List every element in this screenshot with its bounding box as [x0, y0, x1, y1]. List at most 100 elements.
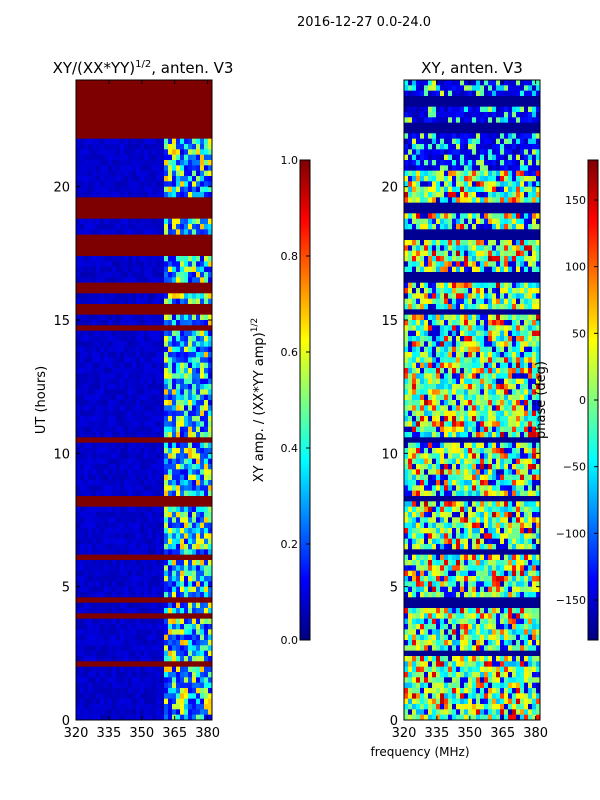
- heat-cell: [172, 533, 177, 540]
- heat-cell: [508, 192, 513, 198]
- heat-cell: [148, 448, 153, 454]
- heat-cell: [144, 384, 149, 390]
- heat-cell: [168, 613, 173, 620]
- heat-cell: [172, 416, 177, 422]
- heat-cell: [140, 346, 145, 353]
- heat-cell: [136, 506, 141, 513]
- heat-cell: [108, 309, 113, 316]
- heat-cell: [444, 106, 449, 113]
- heat-cell: [136, 666, 141, 673]
- heat-cell: [120, 293, 125, 300]
- heat-cell: [116, 517, 121, 524]
- heat-cell: [104, 544, 109, 550]
- heat-cell: [164, 714, 169, 720]
- heat-cell: [88, 592, 93, 598]
- heat-cell: [80, 154, 85, 161]
- heat-cell: [108, 458, 113, 465]
- heat-cell: [464, 80, 469, 86]
- heat-cell: [116, 352, 121, 358]
- heat-cell: [180, 160, 185, 166]
- heat-cell: [184, 688, 189, 694]
- heat-cell: [164, 485, 169, 492]
- heat-cell: [92, 533, 97, 540]
- heat-cell: [84, 688, 89, 694]
- heat-cell: [496, 96, 501, 102]
- heat-cell: [116, 389, 121, 396]
- heat-cell: [160, 101, 165, 108]
- heat-cell: [76, 176, 81, 182]
- heat-cell: [528, 106, 533, 113]
- heat-cell: [416, 96, 421, 102]
- heat-cell: [104, 96, 109, 102]
- heat-cell: [192, 613, 197, 620]
- heat-cell: [80, 149, 85, 156]
- heat-cell: [188, 506, 193, 513]
- heat-cell: [204, 106, 209, 113]
- heat-cell: [196, 101, 201, 108]
- heat-cell: [88, 357, 93, 364]
- heat-cell: [104, 405, 109, 412]
- heat-cell: [140, 213, 145, 220]
- heat-cell: [76, 245, 81, 252]
- heat-cell: [148, 144, 153, 150]
- heat-cell: [152, 576, 157, 582]
- heat-cell: [196, 261, 201, 268]
- heat-cell: [152, 176, 157, 182]
- heat-cell: [120, 282, 125, 289]
- heat-cell: [420, 85, 425, 92]
- heat-cell: [140, 240, 145, 246]
- heat-cell: [164, 357, 169, 364]
- heat-cell: [128, 656, 133, 662]
- heat-cell: [160, 512, 165, 518]
- heat-cell: [420, 213, 425, 220]
- heat-cell: [80, 298, 85, 305]
- heat-cell: [476, 90, 481, 97]
- heat-cell: [96, 234, 101, 241]
- heat-cell: [140, 640, 145, 646]
- heat-cell: [164, 394, 169, 401]
- heat-cell: [80, 613, 85, 620]
- heat-cell: [148, 714, 153, 720]
- heat-cell: [468, 128, 473, 134]
- heat-cell: [156, 469, 161, 476]
- heat-cell: [152, 138, 157, 145]
- heat-cell: [192, 581, 197, 588]
- heat-cell: [208, 608, 212, 614]
- heat-cell: [108, 320, 113, 326]
- heat-cell: [528, 96, 533, 102]
- heat-cell: [172, 352, 177, 358]
- heat-cell: [160, 277, 165, 284]
- heat-cell: [104, 213, 109, 220]
- heat-cell: [172, 186, 177, 193]
- heat-cell: [124, 496, 129, 502]
- heat-cell: [120, 197, 125, 204]
- heat-cell: [200, 357, 205, 364]
- heat-cell: [172, 384, 177, 390]
- heat-cell: [148, 517, 153, 524]
- heat-cell: [116, 512, 121, 518]
- heat-cell: [88, 704, 93, 710]
- heat-cell: [84, 112, 89, 118]
- heat-cell: [184, 672, 189, 678]
- heat-cell: [128, 714, 133, 720]
- heat-cell: [420, 117, 425, 124]
- heat-cell: [168, 160, 173, 166]
- heat-cell: [92, 144, 97, 150]
- heat-cell: [196, 709, 201, 716]
- heat-cell: [124, 197, 129, 204]
- heat-cell: [464, 133, 469, 140]
- heat-cell: [80, 682, 85, 689]
- heat-cell: [96, 122, 101, 129]
- heat-cell: [156, 405, 161, 412]
- heat-cell: [200, 464, 205, 470]
- heat-cell: [456, 122, 461, 129]
- heat-cell: [100, 490, 105, 497]
- heat-cell: [108, 709, 113, 716]
- heat-cell: [160, 586, 165, 593]
- heat-cell: [196, 698, 201, 705]
- heat-cell: [176, 448, 181, 454]
- heat-cell: [108, 496, 113, 502]
- heat-cell: [188, 618, 193, 625]
- heat-cell: [152, 224, 157, 230]
- heat-cell: [164, 240, 169, 246]
